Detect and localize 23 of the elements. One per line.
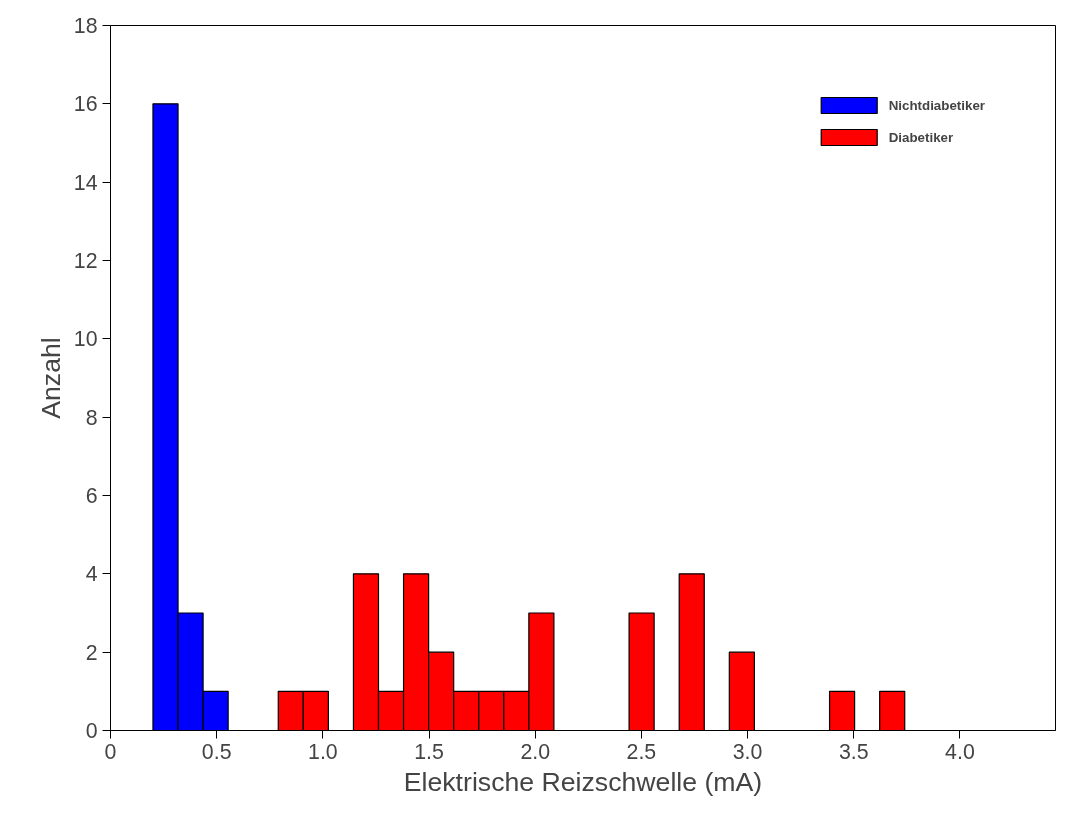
x-tick-label: 1.5 bbox=[414, 739, 444, 764]
y-tick-label: 4 bbox=[85, 562, 98, 587]
y-tick-label: 6 bbox=[85, 484, 98, 508]
y-tick-label: 14 bbox=[73, 170, 98, 195]
x-tick-label: 2.5 bbox=[626, 739, 657, 764]
y-tick-label: 12 bbox=[73, 249, 98, 273]
x-tick-label: 0.5 bbox=[201, 739, 232, 764]
x-axis-title: Elektrische Reizschwelle (mA) bbox=[403, 766, 763, 797]
x-tick-label: 2.0 bbox=[520, 739, 551, 764]
y-tick-label: 10 bbox=[73, 327, 98, 352]
y-tick-label: 8 bbox=[85, 405, 98, 430]
x-tick-label: 1.0 bbox=[308, 739, 338, 764]
y-tick-label: 0 bbox=[85, 719, 98, 743]
y-tick-label: 16 bbox=[73, 92, 98, 117]
x-tick-label: 3.5 bbox=[838, 739, 869, 764]
legend-label: Diabetiker bbox=[888, 129, 954, 145]
x-tick-label: 0 bbox=[104, 739, 117, 764]
x-tick-label: 3.0 bbox=[732, 739, 763, 764]
y-tick-label: 2 bbox=[85, 640, 98, 665]
x-tick-label: 4.0 bbox=[945, 739, 975, 764]
y-tick-label: 18 bbox=[73, 14, 98, 38]
legend-label: Nichtdiabetiker bbox=[888, 97, 985, 113]
y-axis-title: Anzahl bbox=[35, 337, 66, 419]
